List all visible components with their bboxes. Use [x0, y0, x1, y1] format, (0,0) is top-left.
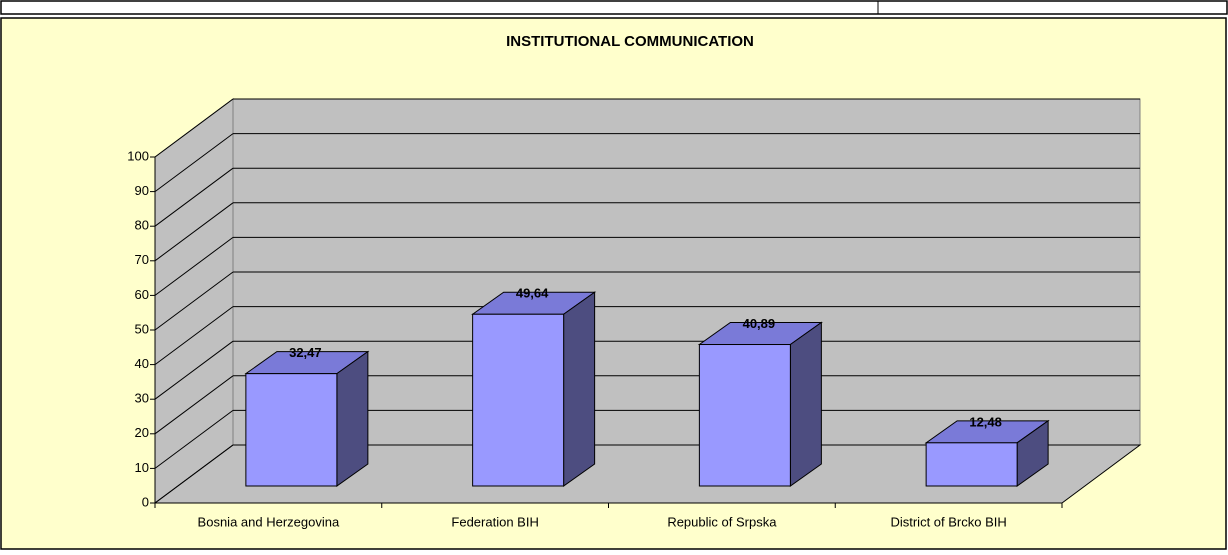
grid-line-side: [154, 271, 234, 331]
bar-side: [789, 321, 822, 487]
y-tick-label: 30: [135, 391, 149, 406]
grid-line-side: [154, 444, 234, 504]
bar: [245, 373, 338, 487]
y-tick-label: 70: [135, 252, 149, 267]
y-tick-label: 100: [127, 148, 149, 163]
y-tick-label: 10: [135, 460, 149, 475]
y-tick-label: 80: [135, 218, 149, 233]
value-label: 32,47: [289, 345, 322, 360]
bar: [925, 442, 1018, 487]
bar: [472, 313, 565, 487]
x-tick-label: Federation BIH: [451, 514, 538, 529]
y-tick-label: 40: [135, 356, 149, 371]
y-tick-label: 0: [142, 494, 149, 509]
y-tick-label: 50: [135, 321, 149, 336]
grid-line-side: [154, 167, 234, 227]
x-tick-label: Bosnia and Herzegovina: [198, 514, 340, 529]
bar-side: [563, 291, 596, 487]
grid-line-side: [154, 409, 234, 469]
x-tick-label: Republic of Srpska: [667, 514, 777, 529]
grid-line-side: [154, 306, 234, 366]
value-label: 49,64: [516, 286, 549, 301]
bar: [698, 344, 791, 487]
table-row: [0, 0, 1228, 15]
chart-title: INSTITUTIONAL COMMUNICATION: [506, 33, 754, 50]
y-tick-label: 20: [135, 425, 149, 440]
grid-line-side: [154, 133, 234, 193]
y-tick-label: 60: [135, 287, 149, 302]
bar-side: [336, 350, 369, 487]
grid-line-side: [154, 375, 234, 435]
value-label: 12,48: [969, 414, 1002, 429]
y-tick-label: 90: [135, 183, 149, 198]
grid-line-side: [154, 236, 234, 296]
x-tick-label: District of Brcko BIH: [890, 514, 1006, 529]
grid-line-side: [154, 98, 234, 158]
grid-line-side: [154, 340, 234, 400]
value-label: 40,89: [743, 316, 776, 331]
grid-line-side: [154, 202, 234, 262]
